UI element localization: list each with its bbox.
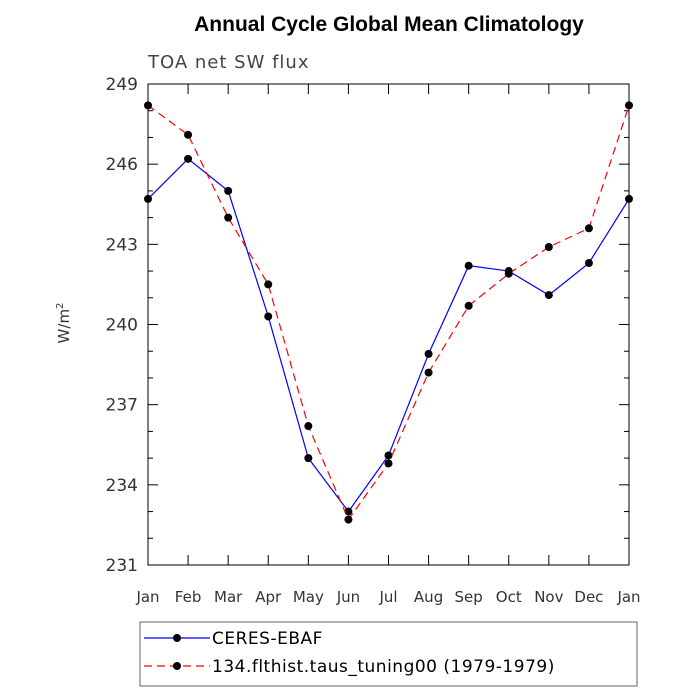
data-point [464,261,473,270]
data-point [584,259,593,268]
data-point [625,194,633,203]
legend-label: 134.flthist.taus_tuning00 (1979-1979) [212,657,555,677]
x-tick-label: Dec [574,588,603,606]
data-point [224,186,233,195]
data-point [144,101,152,110]
y-axis: 231 234 237 240 243 246 249 [106,75,629,576]
data-point [384,459,393,468]
chart-title: Annual Cycle Global Mean Climatology [194,13,584,36]
x-tick-label: Nov [534,588,563,606]
legend-box [139,621,638,687]
y-tick-label: 249 [106,75,138,95]
data-point [544,243,553,252]
plot-border [147,83,630,566]
x-tick-label: Jan [135,588,159,606]
legend: CERES-EBAF 134.flthist.taus_tuning00 (197… [139,621,638,687]
y-tick-label: 237 [106,396,138,416]
x-tick-label: Apr [255,588,282,606]
y-tick-label: 246 [106,155,138,175]
data-point [504,269,513,278]
y-axis-label-superscript: 2 [55,303,66,309]
data-point [344,515,353,524]
legend-label: CERES-EBAF [212,629,323,649]
plot-area [147,83,630,566]
data-point [544,291,553,300]
data-point [184,154,193,163]
y-tick-label: 240 [106,316,138,336]
x-tick-label: Jan [616,588,640,606]
y-tick-label: 234 [106,476,138,496]
chart-subtitle: TOA net SW flux [147,52,310,73]
y-tick-label: 231 [106,556,138,576]
x-tick-label: Aug [414,588,443,606]
legend-marker [173,634,181,642]
x-tick-label: Feb [175,588,202,606]
data-point [264,280,273,289]
data-point [304,422,313,431]
data-point [424,368,433,377]
series-layer [144,101,633,524]
data-point [304,454,313,463]
series-2 [144,101,633,524]
data-point [144,194,152,203]
x-tick-label: Mar [214,588,243,606]
data-point [625,101,633,110]
data-point [584,224,593,233]
y-tick-label: 243 [106,235,138,255]
x-tick-label: Jul [378,588,397,606]
y-axis-label-text: W/m [55,309,73,344]
data-point [184,130,193,139]
x-tick-label: Sep [455,588,483,606]
x-tick-label: Jun [336,588,360,606]
data-point [224,213,233,222]
data-point [464,301,473,310]
x-tick-label: May [293,588,324,606]
data-point [384,451,393,460]
data-point [424,349,433,358]
x-axis: Jan Feb Mar Apr May Jun Jul Aug Sep Oct Nov Dec Jan [135,84,641,606]
data-point [264,312,273,321]
y-axis-label: W/m2 [55,303,73,344]
legend-marker [173,662,181,670]
x-tick-label: Oct [496,588,522,606]
